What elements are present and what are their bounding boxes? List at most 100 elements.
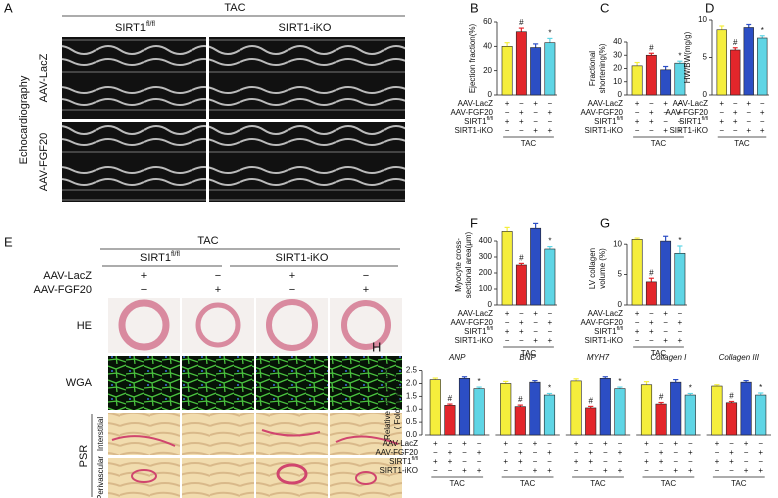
significance-marker: *	[548, 237, 551, 246]
bar	[515, 31, 527, 96]
group-name: BNP	[519, 353, 536, 362]
group-name: Collagen I	[650, 353, 687, 362]
condition-sign: +	[505, 117, 510, 126]
y-tick-label: 40	[483, 41, 492, 50]
condition-label: AAV-LacZ	[588, 309, 624, 318]
condition-sign: −	[603, 457, 608, 466]
condition-sign: −	[618, 457, 623, 466]
bar	[740, 381, 752, 436]
condition-sign: +	[505, 99, 510, 108]
condition-sign: +	[141, 270, 147, 282]
bar	[515, 264, 527, 306]
condition-sign: −	[678, 99, 683, 108]
group-label: TAC	[731, 479, 747, 488]
bar	[674, 252, 686, 306]
condition-sign: +	[733, 108, 738, 117]
bar	[614, 388, 626, 436]
condition-sign: −	[462, 448, 467, 457]
condition-sign: −	[547, 457, 552, 466]
condition-sign: +	[719, 99, 724, 108]
y-tick-label: 0.5	[406, 417, 418, 426]
echo-image	[62, 37, 206, 119]
significance-marker: *	[478, 377, 481, 386]
condition-sign: +	[519, 318, 524, 327]
condition-sign: +	[663, 336, 668, 345]
group-label: TAC	[197, 235, 218, 247]
condition-sign: +	[548, 336, 553, 345]
y-axis-label: sectional area(μm)	[464, 231, 473, 298]
condition-sign: −	[363, 270, 369, 282]
condition-label-text: SIRT1	[594, 117, 617, 126]
bar	[725, 402, 738, 436]
condition-sign: −	[519, 336, 524, 345]
condition-label: AAV-FGF20	[665, 108, 708, 117]
y-tick-label: 10	[613, 77, 622, 86]
condition-sign: +	[733, 117, 738, 126]
bar	[716, 29, 727, 96]
condition-sign: −	[533, 327, 538, 336]
condition-sign: −	[659, 439, 664, 448]
condition-sign: −	[548, 309, 553, 318]
condition-sign: +	[678, 336, 683, 345]
bar-chart: F 0 100 200 300 400 Myocyte cross-sectional ar…	[450, 215, 557, 358]
condition-sign: −	[760, 99, 765, 108]
y-tick-label: 0	[488, 300, 493, 309]
condition-sign: −	[733, 126, 738, 135]
bar	[684, 394, 696, 436]
column-label-sup: fl/fl	[146, 21, 155, 28]
group-label: TAC	[520, 479, 536, 488]
panel-letter: B	[470, 0, 479, 15]
condition-sign: +	[433, 439, 438, 448]
condition-sign: +	[448, 457, 453, 466]
condition-sign: +	[618, 466, 623, 475]
bar	[530, 47, 542, 96]
side-label: Echocardiography	[18, 75, 30, 164]
significance-marker: #	[519, 254, 524, 263]
condition-label: AAV-LacZ	[588, 99, 624, 108]
condition-sign: −	[533, 457, 538, 466]
y-tick-label: 0.0	[406, 430, 418, 439]
condition-sign: +	[649, 318, 654, 327]
condition-label: SIRT1-iKO	[669, 126, 708, 135]
condition-label-text: SIRT1-iKO	[669, 126, 708, 135]
bar	[585, 407, 597, 436]
condition-sign: +	[588, 457, 593, 466]
bar	[670, 381, 682, 436]
bar	[743, 27, 754, 96]
bar	[429, 379, 441, 436]
condition-sign: −	[141, 284, 147, 296]
condition-sign: −	[548, 327, 553, 336]
condition-sign: +	[758, 448, 763, 457]
condition-sign: −	[649, 336, 654, 345]
condition-sign: +	[746, 126, 751, 135]
condition-label-text: SIRT1	[389, 457, 412, 466]
condition-label-text: AAV-FGF20	[580, 108, 623, 117]
row-label: Perivascular	[96, 456, 105, 498]
condition-label-text: SIRT1	[594, 327, 617, 336]
condition-label-sup: fl/fl	[487, 116, 493, 122]
condition-sign: −	[215, 270, 221, 282]
condition-label-sup: fl/fl	[412, 456, 418, 462]
condition-sign: +	[603, 439, 608, 448]
condition-sign: −	[635, 318, 640, 327]
significance-marker: #	[649, 268, 654, 277]
bar	[640, 384, 653, 436]
column-label-sup: fl/fl	[171, 251, 180, 258]
condition-sign: +	[760, 126, 765, 135]
condition-label: SIRT1-iKO	[584, 336, 623, 345]
y-axis-label: Relative mRNA levels	[383, 363, 392, 440]
significance-marker: *	[548, 29, 551, 38]
condition-sign: −	[519, 309, 524, 318]
significance-marker: #	[659, 393, 664, 402]
bar	[444, 405, 456, 436]
condition-sign: −	[518, 466, 523, 475]
condition-label: SIRT1-iKO	[584, 126, 623, 135]
he-row	[108, 298, 402, 353]
panel-letter: D	[705, 0, 714, 15]
condition-sign: −	[688, 457, 693, 466]
bar	[599, 378, 611, 436]
condition-label: SIRT1-iKO	[454, 336, 493, 345]
condition-sign: −	[635, 108, 640, 117]
condition-label-text: AAV-FGF20	[665, 108, 708, 117]
